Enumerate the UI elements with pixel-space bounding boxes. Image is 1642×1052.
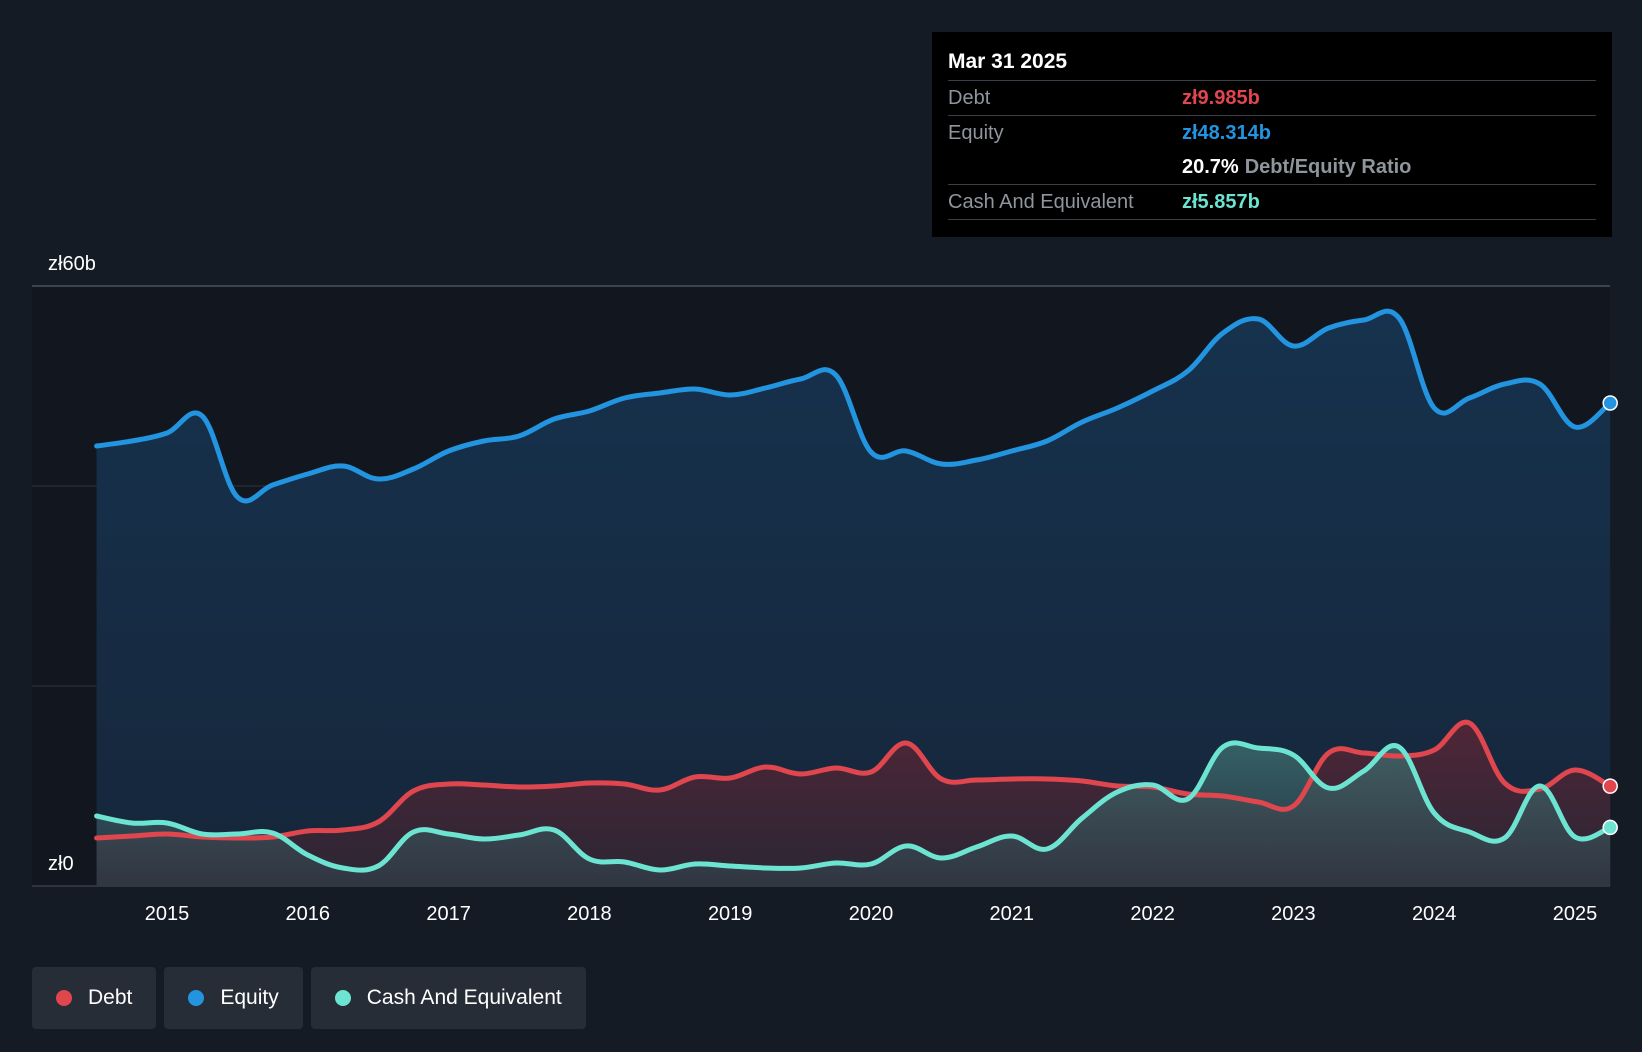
- x-label-2021: 2021: [990, 903, 1035, 925]
- series-endpoints: [1602, 395, 1618, 836]
- debt-endpoint: [1602, 778, 1618, 794]
- x-label-2025: 2025: [1553, 903, 1598, 925]
- legend-label-equity: Equity: [220, 986, 279, 1009]
- x-label-2017: 2017: [426, 903, 471, 925]
- cash-dot-icon: [334, 990, 351, 1006]
- tooltip-ratio-value: 20.7%: [1182, 156, 1239, 178]
- tooltip-cash-label: Cash And Equivalent: [948, 191, 1134, 213]
- tooltip-row-cash: Cash And Equivalent zł5.857b: [948, 185, 1596, 220]
- x-label-2018: 2018: [567, 903, 612, 925]
- tooltip: Mar 31 2025 Debt zł9.985b Equity zł48.31…: [932, 32, 1612, 237]
- legend-label-debt: Debt: [88, 986, 133, 1009]
- equity-line: [94, 308, 1613, 504]
- tooltip-equity-value: zł48.314b: [1182, 122, 1271, 144]
- x-label-2015: 2015: [145, 903, 190, 925]
- tooltip-ratio-label: Debt/Equity Ratio: [1244, 156, 1412, 178]
- tooltip-cash-value: zł5.857b: [1182, 191, 1260, 213]
- x-label-2020: 2020: [849, 903, 894, 925]
- equity-endpoint: [1602, 395, 1618, 411]
- tooltip-row-equity: Equity zł48.314b: [948, 116, 1596, 150]
- y-axis-labels: zł60b zł0: [48, 253, 96, 875]
- tooltip-date: Mar 31 2025: [948, 46, 1596, 81]
- legend-label-cash: Cash And Equivalent: [366, 986, 562, 1009]
- legend-item-equity[interactable]: Equity: [164, 967, 303, 1029]
- cash-and-equivalent-area: [96, 742, 1611, 886]
- tooltip-debt-value: zł9.985b: [1182, 87, 1260, 109]
- tooltip-debt-label: Debt: [948, 87, 991, 109]
- series-lines: [94, 308, 1613, 873]
- y-label-zero: zł0: [48, 853, 74, 875]
- legend-item-cash[interactable]: Cash And Equivalent: [310, 967, 586, 1029]
- legend-item-debt[interactable]: Debt: [32, 967, 157, 1029]
- debt-dot-icon: [56, 990, 72, 1006]
- x-axis-labels: 2015 2016 2017 2018 2019 2020 2021 2022 2023 2024…: [145, 903, 1598, 925]
- debt-line: [94, 719, 1613, 841]
- x-label-2019: 2019: [708, 903, 753, 925]
- cash-and-equivalent-endpoint: [1602, 819, 1618, 836]
- tooltip-ratio-spacer: [948, 150, 1182, 184]
- legend: Debt Equity Cash And Equivalent: [32, 967, 594, 1029]
- equity-dot-icon: [188, 990, 205, 1006]
- x-label-2023: 2023: [1271, 903, 1316, 925]
- x-label-2016: 2016: [286, 903, 331, 925]
- x-label-2024: 2024: [1412, 903, 1457, 925]
- tooltip-row-ratio: 20.7% Debt/Equity Ratio: [948, 150, 1596, 185]
- y-label-top: zł60b: [48, 253, 96, 275]
- x-label-2022: 2022: [1130, 903, 1175, 925]
- cash-and-equivalent-line: [94, 740, 1613, 873]
- tooltip-equity-label: Equity: [948, 122, 1004, 144]
- tooltip-row-debt: Debt zł9.985b: [948, 81, 1596, 116]
